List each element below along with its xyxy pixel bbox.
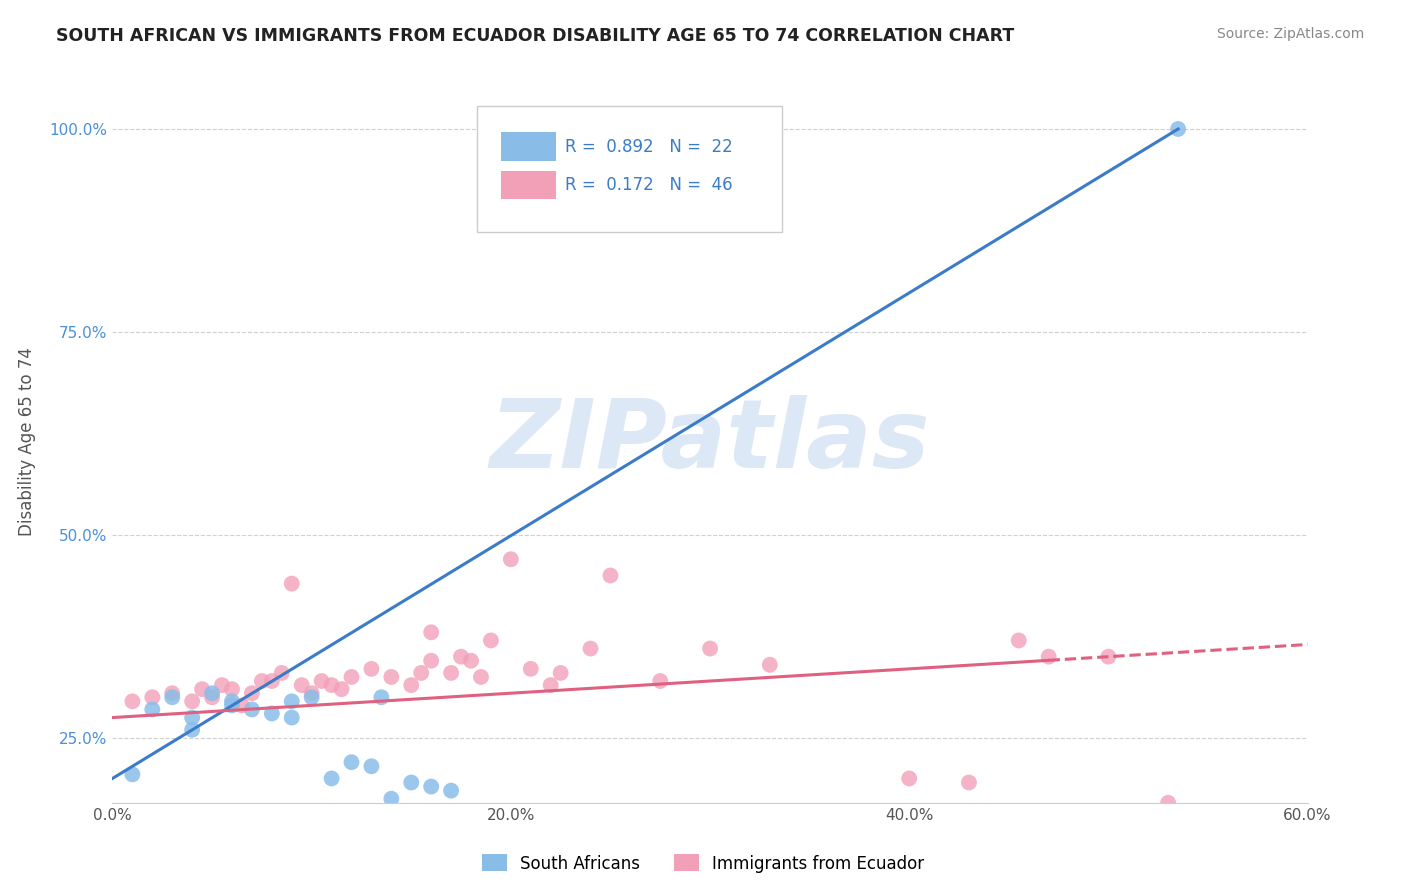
Point — [141, 690, 163, 705]
Point — [420, 625, 443, 640]
Point — [321, 772, 343, 786]
Point — [759, 657, 782, 672]
Point — [281, 576, 304, 591]
Point — [1097, 649, 1119, 664]
Text: Source: ZipAtlas.com: Source: ZipAtlas.com — [1216, 27, 1364, 41]
Point — [121, 694, 143, 708]
Point — [291, 678, 314, 692]
Point — [231, 698, 253, 713]
Point — [579, 641, 602, 656]
Y-axis label: Disability Age 65 to 74: Disability Age 65 to 74 — [18, 347, 35, 536]
Point — [699, 641, 721, 656]
Point — [440, 783, 463, 797]
Point — [479, 633, 502, 648]
Point — [360, 759, 382, 773]
Point — [650, 673, 672, 688]
Point — [240, 702, 263, 716]
Point — [281, 694, 304, 708]
Text: SOUTH AFRICAN VS IMMIGRANTS FROM ECUADOR DISABILITY AGE 65 TO 74 CORRELATION CHA: SOUTH AFRICAN VS IMMIGRANTS FROM ECUADOR… — [56, 27, 1015, 45]
Point — [420, 780, 443, 794]
Point — [370, 690, 392, 705]
Point — [380, 670, 402, 684]
Point — [181, 710, 204, 724]
Point — [270, 665, 292, 680]
Point — [260, 706, 283, 721]
Point — [599, 568, 621, 582]
Point — [401, 775, 423, 789]
Text: ZIPatlas: ZIPatlas — [489, 395, 931, 488]
Point — [520, 662, 543, 676]
Point — [420, 654, 443, 668]
Point — [260, 673, 283, 688]
Point — [340, 670, 363, 684]
Point — [221, 698, 243, 713]
Point — [957, 775, 980, 789]
FancyBboxPatch shape — [501, 132, 555, 161]
Point — [898, 772, 921, 786]
Point — [360, 662, 382, 676]
Point — [240, 686, 263, 700]
Point — [550, 665, 572, 680]
Point — [401, 678, 423, 692]
Point — [460, 654, 482, 668]
Point — [121, 767, 143, 781]
Point — [450, 649, 472, 664]
FancyBboxPatch shape — [477, 105, 782, 232]
Point — [181, 694, 204, 708]
Point — [440, 665, 463, 680]
Point — [1157, 796, 1180, 810]
Point — [281, 710, 304, 724]
Point — [470, 670, 492, 684]
Point — [301, 690, 323, 705]
Point — [250, 673, 273, 688]
Point — [201, 690, 224, 705]
Point — [1038, 649, 1060, 664]
Point — [340, 755, 363, 769]
Point — [1008, 633, 1031, 648]
Point — [380, 791, 402, 805]
Point — [301, 686, 323, 700]
Point — [311, 673, 333, 688]
Text: R =  0.172   N =  46: R = 0.172 N = 46 — [565, 176, 733, 194]
FancyBboxPatch shape — [501, 170, 555, 200]
Point — [221, 682, 243, 697]
Point — [330, 682, 353, 697]
Legend: South Africans, Immigrants from Ecuador: South Africans, Immigrants from Ecuador — [475, 847, 931, 880]
Point — [191, 682, 214, 697]
Point — [162, 690, 183, 705]
Point — [540, 678, 562, 692]
Text: R =  0.892   N =  22: R = 0.892 N = 22 — [565, 137, 733, 156]
Point — [321, 678, 343, 692]
Point — [411, 665, 433, 680]
Point — [211, 678, 233, 692]
Point — [1167, 122, 1189, 136]
Point — [221, 694, 243, 708]
Point — [499, 552, 522, 566]
Point — [201, 686, 224, 700]
Point — [141, 702, 163, 716]
Point — [162, 686, 183, 700]
Point — [181, 723, 204, 737]
